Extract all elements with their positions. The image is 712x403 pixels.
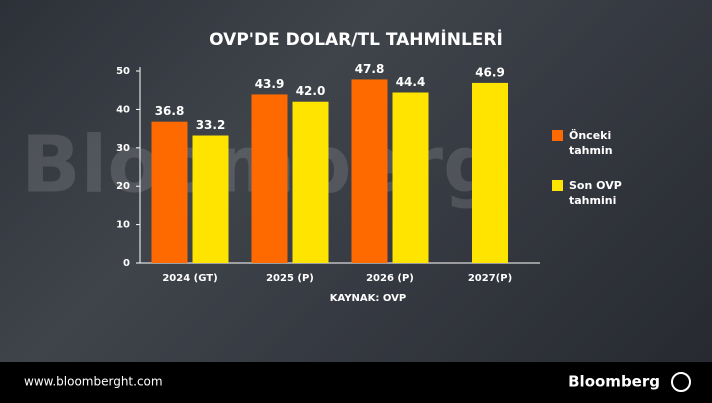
y-tick-label: 0: [123, 258, 130, 269]
legend-item: Son OVP tahmini: [552, 178, 662, 208]
legend-item: Önceki tahmin: [552, 128, 662, 158]
data-label: 33.2: [196, 118, 226, 132]
bar: [392, 92, 429, 263]
y-tick-label: 20: [116, 181, 130, 192]
data-label: 46.9: [475, 65, 505, 79]
brand-icon: [671, 372, 691, 392]
source: KAYNAK: OVP: [330, 293, 406, 304]
y-tick-label: 30: [116, 143, 130, 154]
bar: [472, 82, 508, 264]
bar: [292, 101, 329, 263]
legend-label: Önceki tahmin: [569, 129, 613, 157]
x-tick-label: 2025 (P): [266, 273, 314, 284]
x-tick-label: 2024 (GT): [162, 273, 217, 284]
footer-url: www.bloomberght.com: [24, 375, 163, 389]
y-tick-label: 10: [116, 220, 130, 231]
footer-bar: [0, 362, 712, 403]
bar: [351, 79, 388, 263]
data-label: 47.8: [355, 62, 385, 76]
y-tick-label: 40: [116, 104, 130, 115]
data-label: 36.8: [155, 104, 185, 118]
data-label: 44.4: [396, 75, 426, 89]
x-tick-label: 2026 (P): [366, 273, 414, 284]
data-label: 42.0: [296, 84, 326, 98]
bar: [151, 121, 188, 263]
legend-swatch: [552, 130, 563, 141]
bar: [251, 94, 288, 263]
legend-label: Son OVP tahmini: [569, 179, 622, 207]
y-tick-label: 50: [116, 66, 130, 77]
bar: [192, 135, 229, 263]
legend-swatch: [552, 180, 563, 191]
footer-brand: Bloomberg: [568, 373, 660, 391]
data-label: 43.9: [255, 77, 285, 91]
x-tick-label: 2027(P): [468, 273, 512, 284]
chart-title: OVP'DE DOLAR/TL TAHMİNLERİ: [209, 28, 503, 50]
